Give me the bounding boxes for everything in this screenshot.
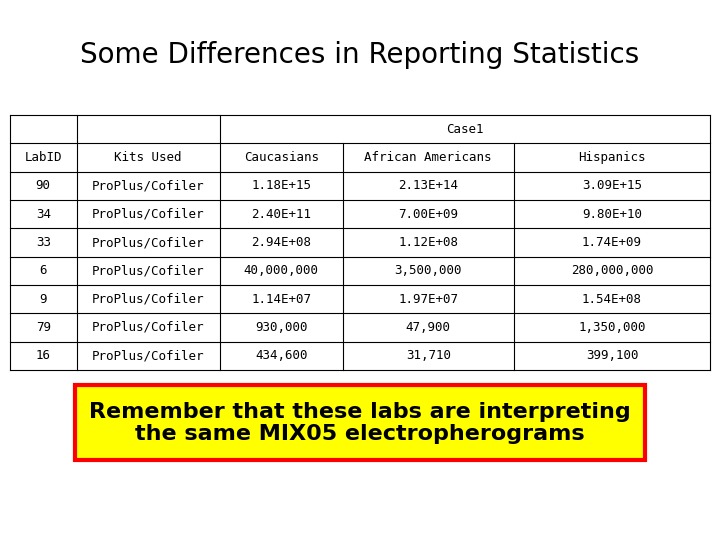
Text: ProPlus/Cofiler: ProPlus/Cofiler [92,349,204,362]
Text: 930,000: 930,000 [255,321,307,334]
Text: Remember that these labs are interpreting: Remember that these labs are interpretin… [89,402,631,422]
Text: Caucasians: Caucasians [244,151,319,164]
Text: 2.94E+08: 2.94E+08 [251,236,311,249]
Text: 1,350,000: 1,350,000 [578,321,646,334]
Text: 9: 9 [40,293,47,306]
Text: 7.00E+09: 7.00E+09 [398,208,458,221]
Text: ProPlus/Cofiler: ProPlus/Cofiler [92,236,204,249]
Text: 40,000,000: 40,000,000 [244,265,319,278]
Text: ProPlus/Cofiler: ProPlus/Cofiler [92,321,204,334]
Text: LabID: LabID [24,151,62,164]
Text: 399,100: 399,100 [586,349,638,362]
Text: ProPlus/Cofiler: ProPlus/Cofiler [92,293,204,306]
Text: 1.12E+08: 1.12E+08 [398,236,458,249]
Text: 1.54E+08: 1.54E+08 [582,293,642,306]
Text: 79: 79 [36,321,50,334]
Text: Case1: Case1 [446,123,484,136]
Text: 6: 6 [40,265,47,278]
Text: 16: 16 [36,349,50,362]
Text: 434,600: 434,600 [255,349,307,362]
Bar [75,385,645,460]
Text: 90: 90 [36,179,50,192]
Text: 1.74E+09: 1.74E+09 [582,236,642,249]
Text: 3,500,000: 3,500,000 [395,265,462,278]
Text: 9.80E+10: 9.80E+10 [582,208,642,221]
Text: 34: 34 [36,208,50,221]
Text: ProPlus/Cofiler: ProPlus/Cofiler [92,179,204,192]
Text: 3.09E+15: 3.09E+15 [582,179,642,192]
Text: the same MIX05 electropherograms: the same MIX05 electropherograms [135,423,585,443]
Text: 2.13E+14: 2.13E+14 [398,179,458,192]
Text: 1.97E+07: 1.97E+07 [398,293,458,306]
Text: 1.14E+07: 1.14E+07 [251,293,311,306]
Text: Hispanics: Hispanics [578,151,646,164]
Text: African Americans: African Americans [364,151,492,164]
Text: 280,000,000: 280,000,000 [571,265,653,278]
Text: 1.18E+15: 1.18E+15 [251,179,311,192]
Text: 33: 33 [36,236,50,249]
Text: 47,900: 47,900 [406,321,451,334]
Text: 31,710: 31,710 [406,349,451,362]
Text: Kits Used: Kits Used [114,151,182,164]
Text: ProPlus/Cofiler: ProPlus/Cofiler [92,265,204,278]
Text: Some Differences in Reporting Statistics: Some Differences in Reporting Statistics [81,41,639,69]
Text: 2.40E+11: 2.40E+11 [251,208,311,221]
Text: ProPlus/Cofiler: ProPlus/Cofiler [92,208,204,221]
